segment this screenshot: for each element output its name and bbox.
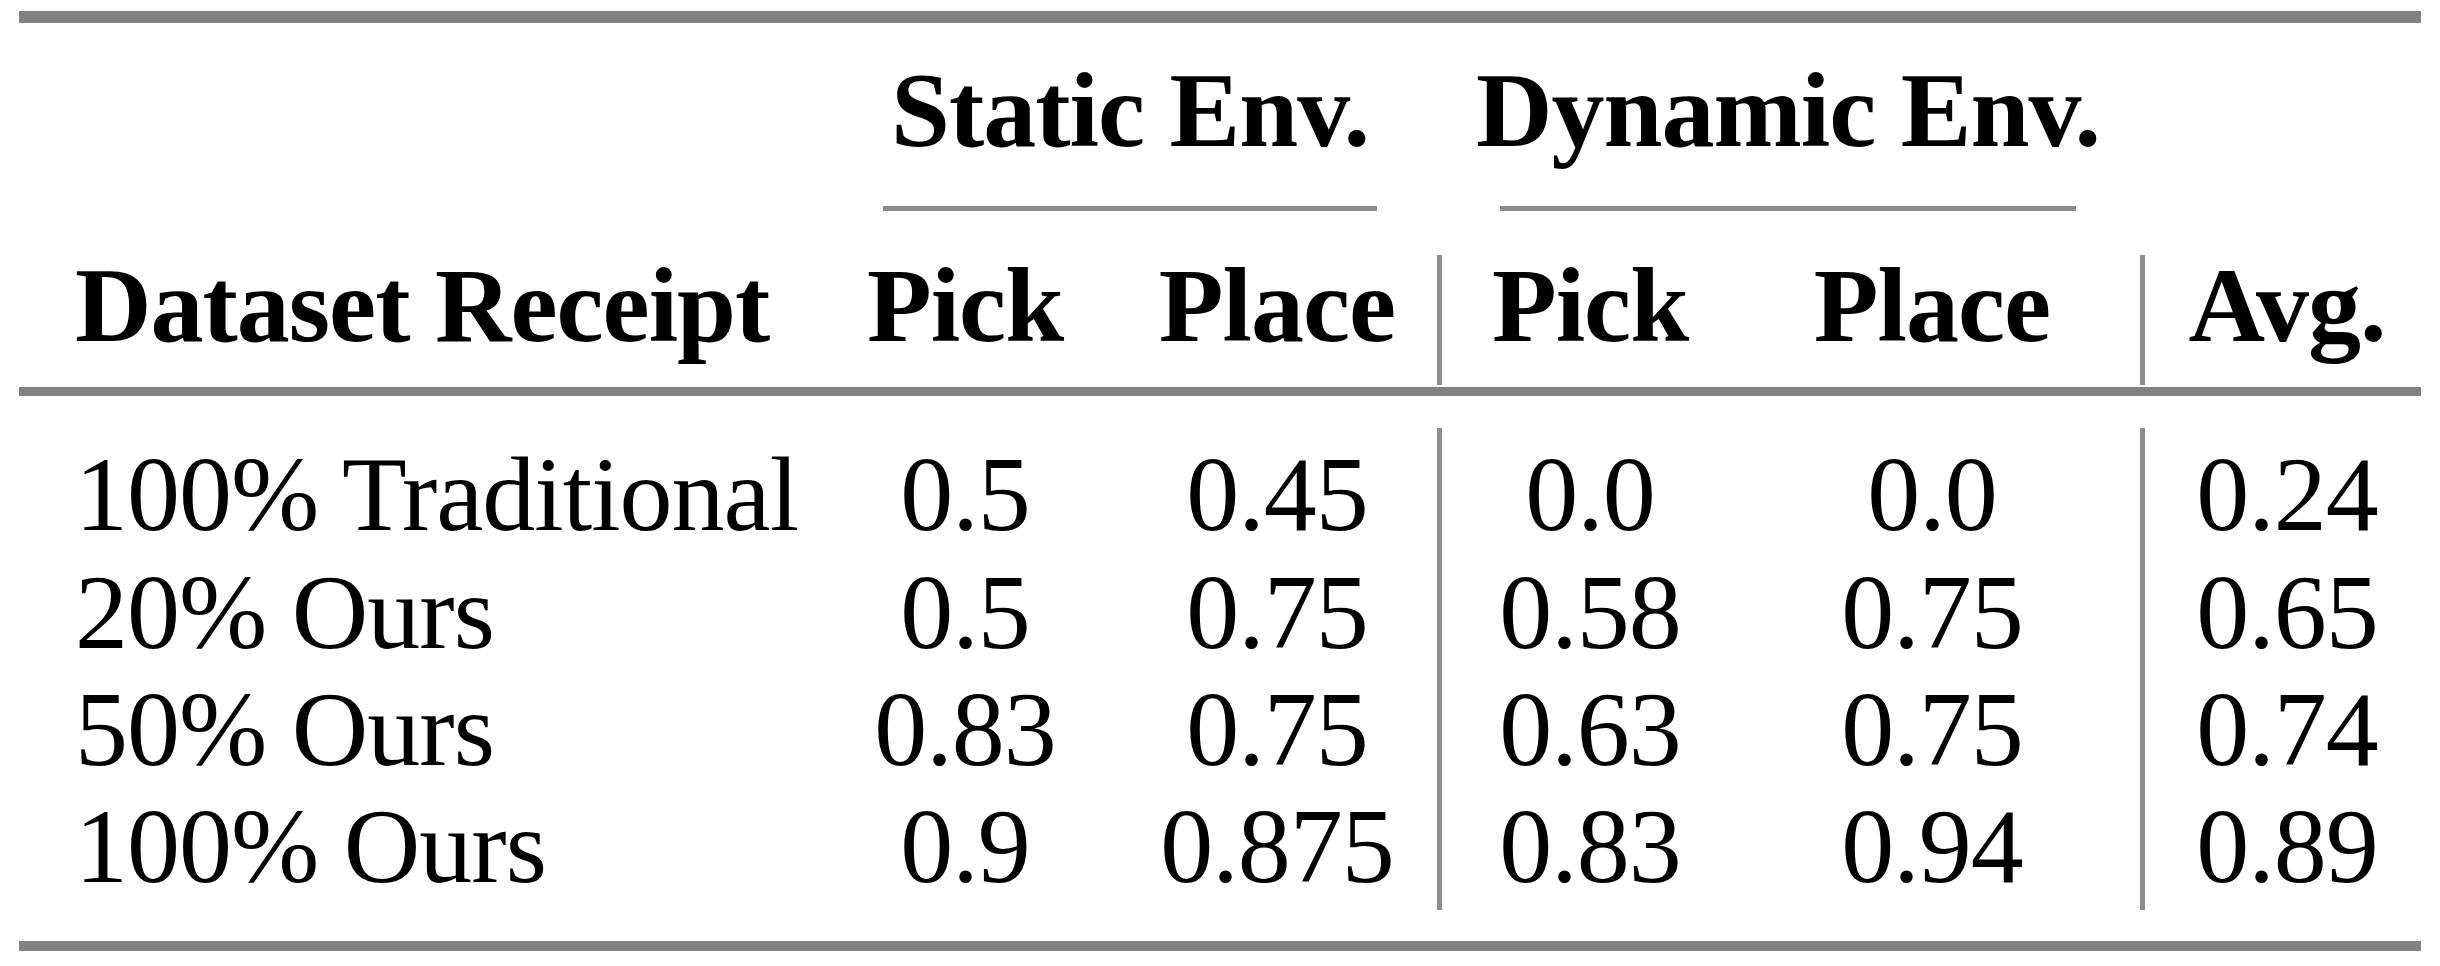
dynamic-env-cmidrule (1500, 206, 2076, 211)
table-cell: 0.89 (1987, 781, 2440, 913)
row-label: 50% Ours (75, 664, 494, 796)
table-cell: 0.74 (1987, 664, 2440, 796)
results-table: Static Env. Dynamic Env. Dataset Receipt… (0, 0, 2440, 966)
group-header-dynamic-env: Dynamic Env. (1438, 45, 2138, 177)
table-cell: 0.65 (1987, 547, 2440, 679)
row-label: 20% Ours (75, 547, 494, 679)
group-header-static-env: Static Env. (780, 45, 1480, 177)
table-cell: 0.24 (1987, 429, 2440, 561)
table-mid-rule (19, 387, 2421, 396)
table-bottom-rule (19, 941, 2421, 951)
column-header-avg: Avg. (1987, 240, 2440, 372)
row-label: 100% Ours (75, 781, 546, 913)
static-env-cmidrule (883, 206, 1377, 211)
table-top-rule (19, 11, 2421, 23)
